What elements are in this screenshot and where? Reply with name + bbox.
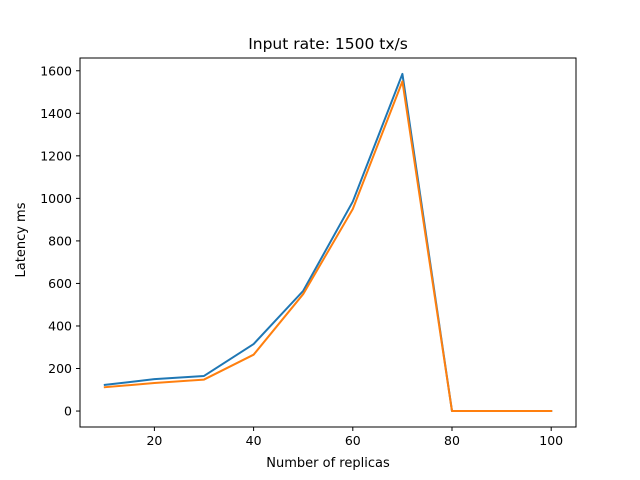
x-tick-label-20: 20	[146, 433, 162, 448]
chart-title: Input rate: 1500 tx/s	[248, 35, 408, 53]
x-axis-label: Number of replicas	[266, 456, 390, 471]
y-tick-label-400: 400	[48, 318, 72, 333]
y-tick-label-1000: 1000	[40, 191, 72, 206]
y-axis-label: Latency ms	[14, 202, 29, 277]
y-tick-label-800: 800	[48, 233, 72, 248]
y-tick-label-1600: 1600	[40, 63, 72, 78]
y-tick-label-600: 600	[48, 276, 72, 291]
x-tick-label-80: 80	[444, 433, 460, 448]
x-tick-label-60: 60	[345, 433, 361, 448]
series-line-2	[103, 80, 553, 413]
x-tick-label-40: 40	[246, 433, 262, 448]
y-tick-label-0: 0	[64, 404, 72, 419]
axes-frame	[79, 57, 577, 428]
y-tick-label-1200: 1200	[40, 148, 72, 163]
y-tick-label-1400: 1400	[40, 106, 72, 121]
y-tick-label-200: 200	[48, 361, 72, 376]
x-tick-label-100: 100	[539, 433, 563, 448]
